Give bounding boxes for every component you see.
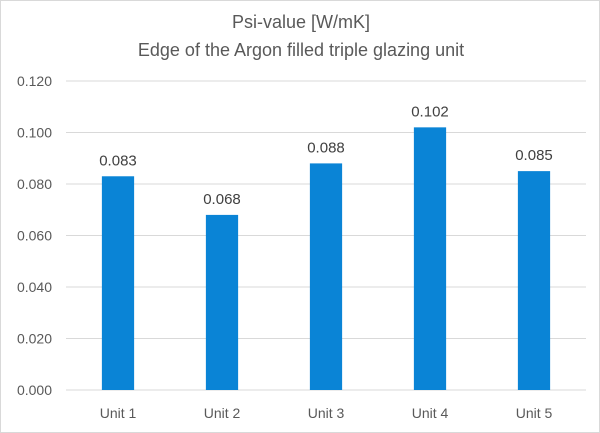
bar [101,176,135,390]
data-label: 0.068 [203,191,241,208]
y-tick-label: 0.040 [17,279,52,295]
data-labels: 0.083 0.068 0.088 0.102 0.085 [99,103,553,208]
y-tick-label: 0.060 [17,228,52,244]
x-tick-label: Unit 4 [412,405,449,421]
data-label: 0.083 [99,152,137,169]
y-tick-label: 0.020 [17,331,52,347]
y-tick-label: 0.100 [17,125,52,141]
chart-subtitle: Edge of the Argon filled triple glazing … [138,40,464,60]
x-tick-label: Unit 3 [308,405,345,421]
x-tick-label: Unit 2 [204,405,241,421]
bars [101,127,551,390]
bar [205,214,239,390]
bar [413,127,447,390]
chart-title: Psi-value [W/mK] [232,12,370,32]
y-tick-label: 0.080 [17,176,52,192]
data-label: 0.102 [411,103,449,120]
data-label: 0.085 [515,147,553,164]
x-tick-label: Unit 5 [516,405,553,421]
x-tick-label: Unit 1 [100,405,137,421]
y-tick-label: 0.000 [17,382,52,398]
data-label: 0.088 [307,139,345,156]
bar [309,163,343,390]
x-axis-ticks: Unit 1 Unit 2 Unit 3 Unit 4 Unit 5 [100,405,553,421]
bar [517,171,551,390]
y-axis-ticks: 0.000 0.020 0.040 0.060 0.080 0.100 0.120 [17,73,52,398]
y-tick-label: 0.120 [17,73,52,89]
